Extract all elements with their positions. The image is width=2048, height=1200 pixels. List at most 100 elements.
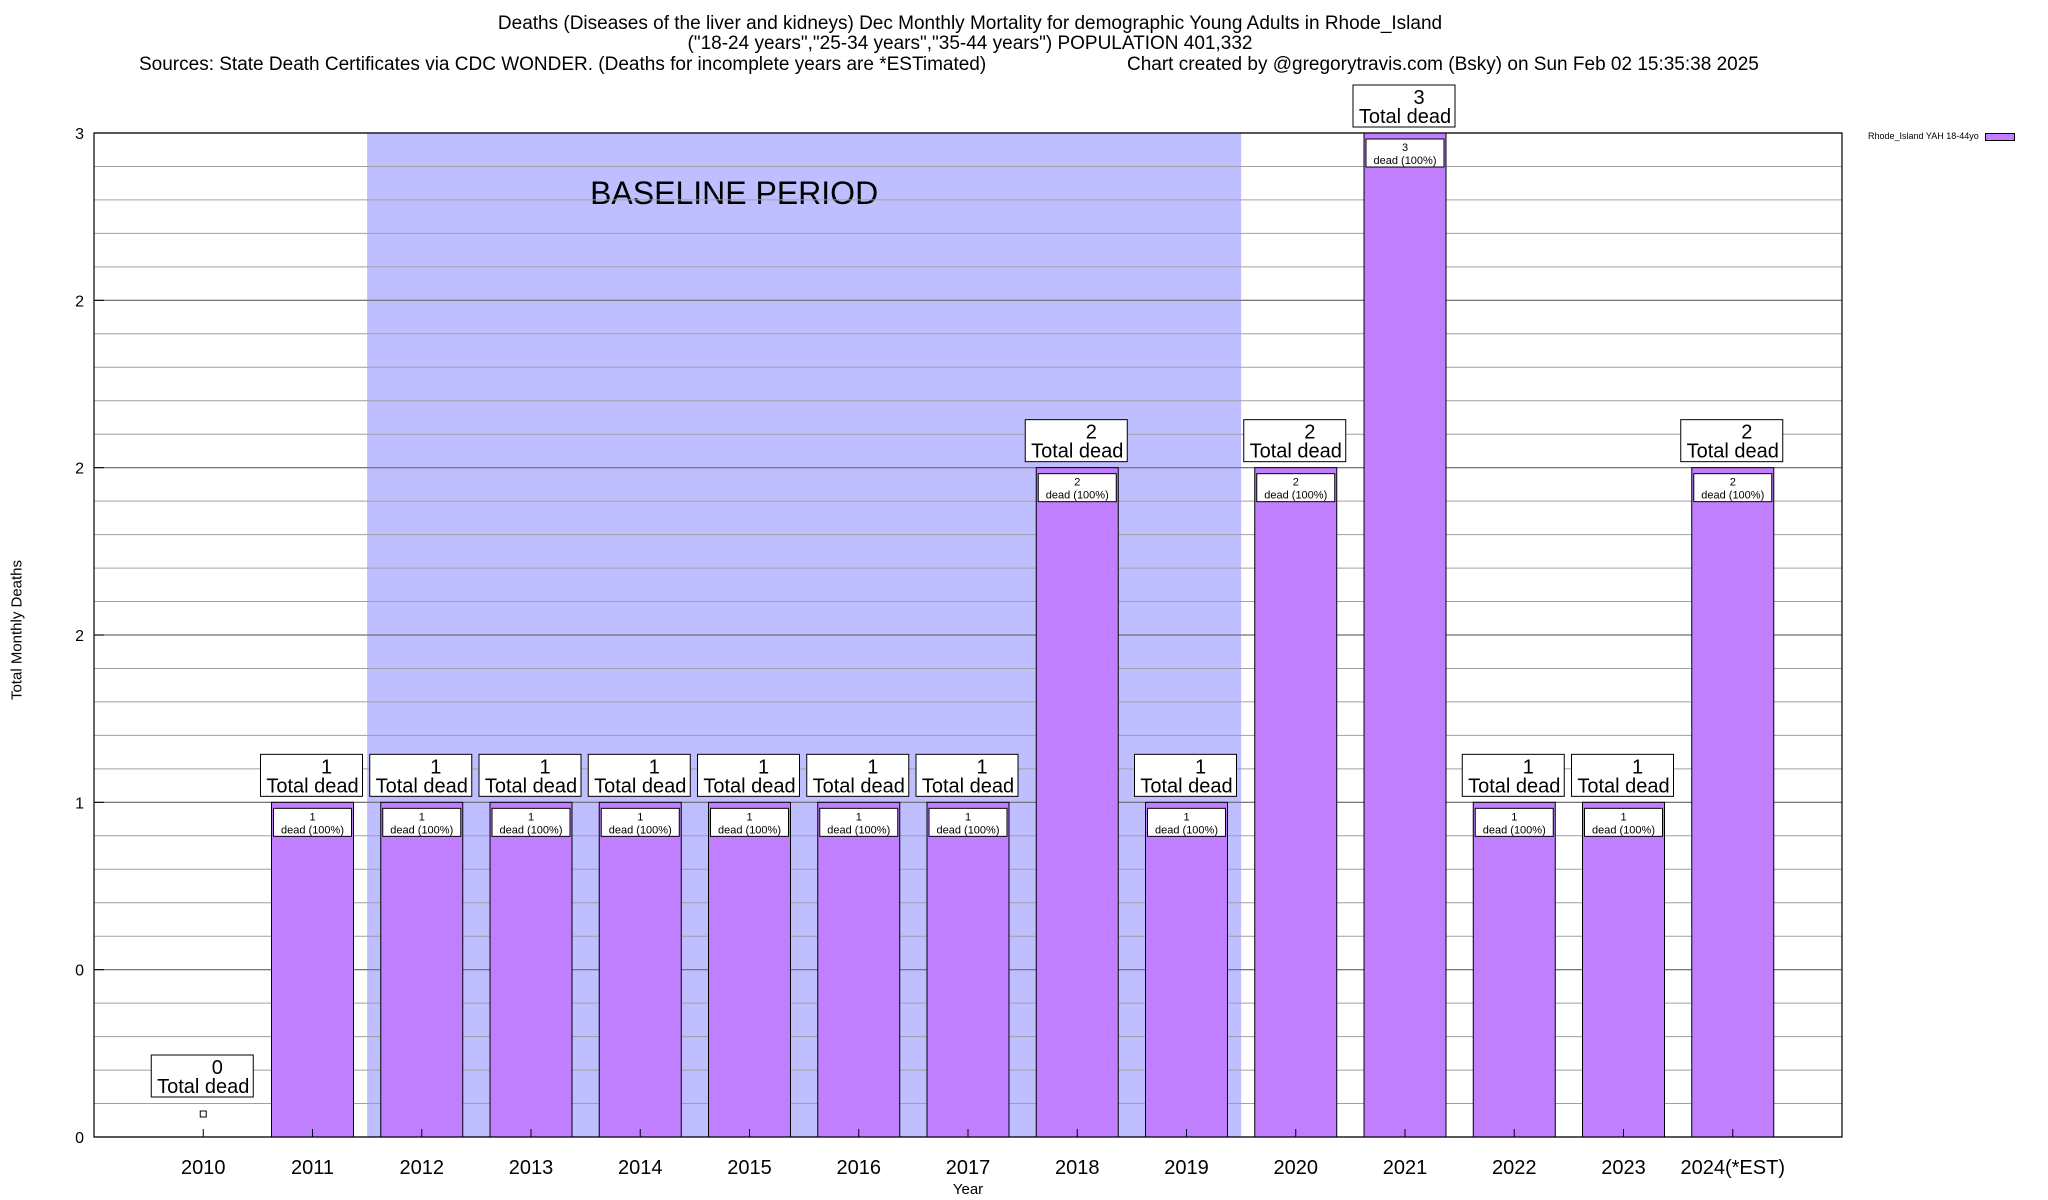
total-label-count: 1 bbox=[649, 756, 660, 778]
x-tick-label: 2021 bbox=[1383, 1157, 1428, 1179]
y-tick-label: 2 bbox=[75, 293, 84, 310]
x-tick-label: 2013 bbox=[509, 1157, 554, 1179]
total-label-box bbox=[478, 753, 582, 797]
total-label-text: Total dead bbox=[594, 775, 686, 797]
inner-label-count: 1 bbox=[1620, 811, 1626, 823]
bar bbox=[1035, 467, 1119, 1138]
legend-label: Rhode_Island YAH 18-44yo bbox=[1868, 131, 1979, 141]
bar bbox=[598, 801, 682, 1138]
inner-label-text: dead (100%) bbox=[1701, 490, 1764, 502]
inner-label-text: dead (100%) bbox=[937, 824, 1000, 836]
legend: Rhode_Island YAH 18-44yo bbox=[1868, 131, 2015, 141]
y-tick-label: 2 bbox=[75, 461, 84, 478]
bar bbox=[1582, 801, 1665, 1138]
inner-label-count: 1 bbox=[1183, 811, 1189, 823]
total-label-text: Total dead bbox=[1140, 775, 1232, 797]
inner-label-text: dead (100%) bbox=[609, 824, 672, 836]
inner-label-box bbox=[1584, 807, 1663, 837]
bar bbox=[380, 801, 464, 1138]
total-label-text: Total dead bbox=[1687, 441, 1779, 463]
inner-label-text: dead (100%) bbox=[1155, 824, 1218, 836]
y-tick-label: 2 bbox=[75, 628, 84, 645]
x-tick-label: 2022 bbox=[1492, 1157, 1537, 1179]
total-label-box bbox=[1352, 84, 1456, 128]
inner-label-text: dead (100%) bbox=[827, 824, 890, 836]
inner-label-box bbox=[1365, 138, 1445, 168]
bar bbox=[817, 801, 901, 1138]
bar bbox=[489, 801, 573, 1138]
inner-label-text: dead (100%) bbox=[281, 824, 344, 836]
total-label-box bbox=[1571, 753, 1674, 797]
total-label-text: Total dead bbox=[157, 1076, 249, 1098]
total-label-box bbox=[1243, 419, 1347, 463]
inner-label-box bbox=[819, 807, 899, 837]
inner-label-text: dead (100%) bbox=[718, 824, 781, 836]
x-tick-label: 2011 bbox=[291, 1157, 334, 1179]
bar bbox=[1363, 132, 1447, 1138]
total-label-count: 1 bbox=[758, 756, 769, 778]
total-label-box bbox=[260, 753, 363, 797]
bar bbox=[708, 801, 791, 1138]
total-label-box bbox=[1024, 419, 1128, 463]
y-tick-label: 0 bbox=[75, 1130, 84, 1147]
inner-label-box bbox=[273, 807, 352, 837]
total-label-text: Total dead bbox=[1468, 775, 1560, 797]
total-label-box bbox=[1134, 753, 1237, 797]
inner-label-count: 2 bbox=[1293, 477, 1299, 489]
chart-credit: Chart created by @gregorytravis.com (Bsk… bbox=[1127, 54, 1759, 75]
total-label-text: Total dead bbox=[1250, 441, 1342, 463]
total-label-count: 2 bbox=[1304, 422, 1315, 444]
x-tick-label: 2017 bbox=[946, 1157, 991, 1179]
total-label-text: Total dead bbox=[266, 775, 358, 797]
x-tick-label: 2023 bbox=[1601, 1157, 1646, 1179]
total-label-count: 1 bbox=[1195, 756, 1206, 778]
bar bbox=[1254, 467, 1338, 1138]
y-tick-label: 1 bbox=[75, 795, 84, 812]
inner-label-count: 1 bbox=[637, 811, 643, 823]
x-tick-label: 2018 bbox=[1055, 1157, 1100, 1179]
bar bbox=[1145, 801, 1228, 1138]
inner-label-text: dead (100%) bbox=[1592, 824, 1655, 836]
total-label-box bbox=[697, 753, 800, 797]
y-tick-label: 0 bbox=[75, 963, 84, 980]
total-label-box bbox=[915, 753, 1019, 797]
bar bbox=[271, 801, 354, 1138]
total-label-count: 1 bbox=[867, 756, 878, 778]
total-label-box bbox=[587, 753, 691, 797]
total-label-box bbox=[1461, 753, 1565, 797]
total-label-count: 1 bbox=[430, 756, 441, 778]
total-label-box bbox=[806, 753, 910, 797]
inner-label-box bbox=[928, 807, 1008, 837]
total-label-box bbox=[1680, 419, 1784, 463]
x-tick-label: 2012 bbox=[400, 1157, 445, 1179]
x-tick-label: 2010 bbox=[181, 1157, 226, 1179]
inner-label-text: dead (100%) bbox=[1483, 824, 1546, 836]
total-label-text: Total dead bbox=[813, 775, 905, 797]
total-label-text: Total dead bbox=[922, 775, 1014, 797]
inner-label-text: dead (100%) bbox=[1046, 490, 1109, 502]
total-label-text: Total dead bbox=[376, 775, 468, 797]
inner-label-box bbox=[491, 807, 571, 837]
total-label-text: Total dead bbox=[485, 775, 577, 797]
total-label-count: 1 bbox=[539, 756, 550, 778]
inner-label-text: dead (100%) bbox=[390, 824, 453, 836]
bar bbox=[1472, 801, 1556, 1138]
x-tick-label: 2020 bbox=[1274, 1157, 1319, 1179]
inner-label-text: dead (100%) bbox=[1374, 155, 1437, 167]
total-label-text: Total dead bbox=[1577, 775, 1669, 797]
total-label-box bbox=[150, 1054, 254, 1098]
total-label-text: Total dead bbox=[703, 775, 795, 797]
total-label-count: 1 bbox=[321, 756, 332, 778]
inner-label-count: 1 bbox=[419, 811, 425, 823]
total-label-count: 2 bbox=[1086, 422, 1097, 444]
inner-label-count: 3 bbox=[1402, 142, 1408, 154]
bar-zero-marker bbox=[199, 1110, 207, 1118]
total-label-count: 0 bbox=[212, 1057, 223, 1079]
total-label-count: 1 bbox=[1523, 756, 1534, 778]
total-label-count: 3 bbox=[1413, 87, 1424, 109]
total-label-count: 1 bbox=[1632, 756, 1643, 778]
inner-label-text: dead (100%) bbox=[500, 824, 563, 836]
x-axis-label: Year bbox=[952, 1181, 984, 1198]
chart-title: Deaths (Diseases of the liver and kidney… bbox=[497, 13, 1443, 34]
